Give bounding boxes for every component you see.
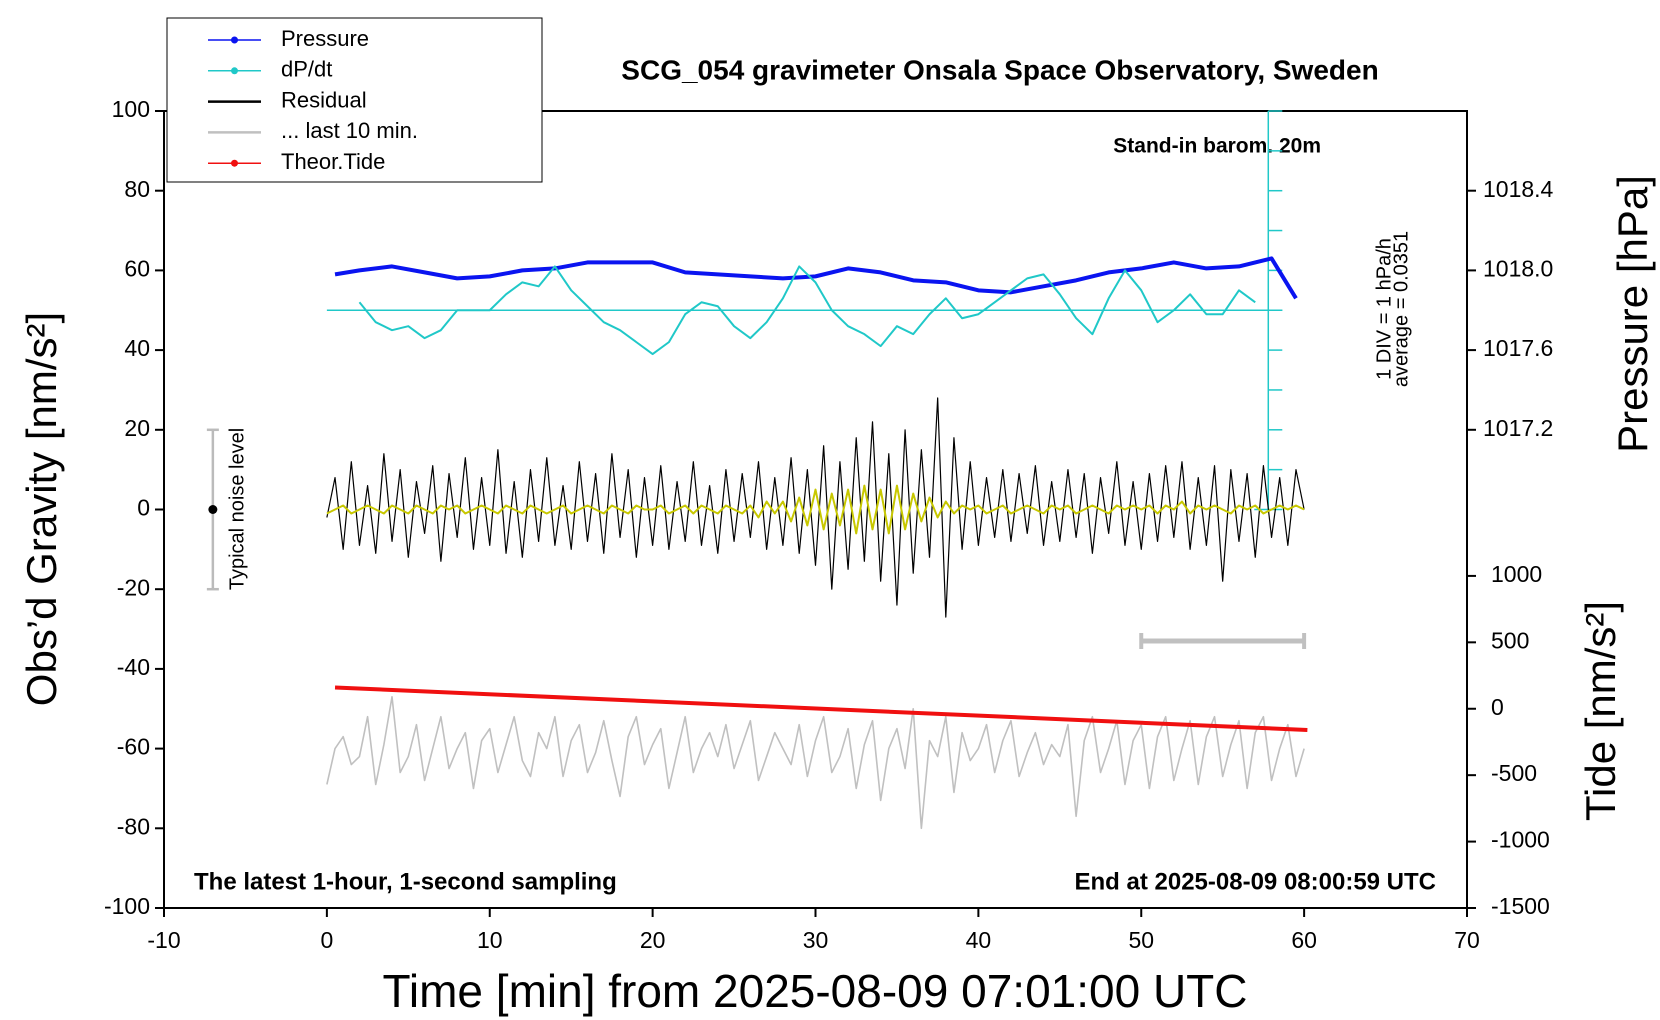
tide-tick-label: -500	[1491, 760, 1537, 786]
legend-label: Pressure	[281, 26, 369, 51]
legend-box	[166, 17, 543, 183]
x-tick-label: -10	[147, 927, 180, 953]
y-tick-label: 80	[124, 176, 150, 202]
y-axis-label: Obs’d Gravity [nm/s²]	[18, 312, 65, 706]
noise-dot	[208, 505, 218, 514]
series-line	[326, 397, 1305, 618]
tide-tick-label: -1500	[1491, 893, 1550, 919]
pressure-tick-label: 1017.2	[1483, 415, 1553, 441]
y-tick-label: 20	[124, 415, 150, 441]
series-line	[334, 685, 1308, 732]
x-tick-label: 10	[477, 927, 503, 953]
y-tick-label: 40	[124, 335, 150, 361]
series-line	[334, 256, 1298, 300]
legend-marker	[231, 67, 238, 75]
series-line	[326, 695, 1305, 830]
legend-label: Residual	[281, 87, 367, 112]
legend-label: ... last 10 min.	[281, 118, 418, 143]
pressure-tick-label: 1018.4	[1483, 176, 1554, 202]
x-tick-label: 50	[1128, 927, 1154, 953]
chart-title: SCG_054 gravimeter Onsala Space Observat…	[621, 54, 1378, 85]
x-tick-label: 0	[320, 927, 333, 953]
sampling-note: The latest 1-hour, 1-second sampling	[194, 868, 617, 895]
div-note: 1 DIV = 1 hPa/h	[1373, 238, 1395, 380]
y-tick-label: -60	[117, 734, 150, 760]
y-tick-label: 0	[137, 495, 150, 521]
x-tick-label: 30	[803, 927, 829, 953]
x-tick-label: 70	[1454, 927, 1480, 953]
legend-marker	[231, 159, 238, 167]
y-tick-label: -100	[104, 893, 150, 919]
average-note: average = 0.0351	[1390, 231, 1412, 387]
legend-marker	[231, 36, 238, 44]
legend: Pressure dP/dt Residual ... last 10 min. The…	[166, 17, 543, 183]
x-axis-label: Time [min] from 2025-08-09 07:01:00 UTC	[383, 965, 1248, 1017]
tide-tick-label: 500	[1491, 627, 1529, 653]
y-tick-label: -40	[117, 654, 150, 680]
tide-tick-label: 1000	[1491, 561, 1542, 587]
end-note: End at 2025-08-09 08:00:59 UTC	[1075, 868, 1437, 895]
series-line	[358, 265, 1256, 356]
legend-label: Theor.Tide	[281, 149, 385, 174]
filtered-line	[326, 484, 1305, 535]
tide-tick-label: 0	[1491, 694, 1504, 720]
y-tick-label: 100	[112, 96, 150, 122]
tide-axis-label: Tide [nm/s²]	[1577, 601, 1624, 821]
x-tick-label: 60	[1291, 927, 1317, 953]
tide-tick-label: -1000	[1491, 827, 1550, 853]
pressure-tick-label: 1017.6	[1483, 335, 1553, 361]
y-tick-label: 60	[124, 255, 150, 281]
y-tick-label: -80	[117, 813, 150, 839]
legend-label: dP/dt	[281, 57, 332, 82]
pressure-tick-label: 1018.0	[1483, 255, 1553, 281]
noise-label: Typical noise level	[226, 428, 248, 590]
pressure-axis-label: Pressure [hPa]	[1609, 175, 1656, 453]
x-tick-label: 40	[966, 927, 992, 953]
x-tick-label: 20	[640, 927, 666, 953]
barometer-note: Stand-in barom. 20m	[1113, 135, 1321, 158]
plot-area	[206, 110, 1308, 830]
y-tick-label: -20	[117, 574, 150, 600]
